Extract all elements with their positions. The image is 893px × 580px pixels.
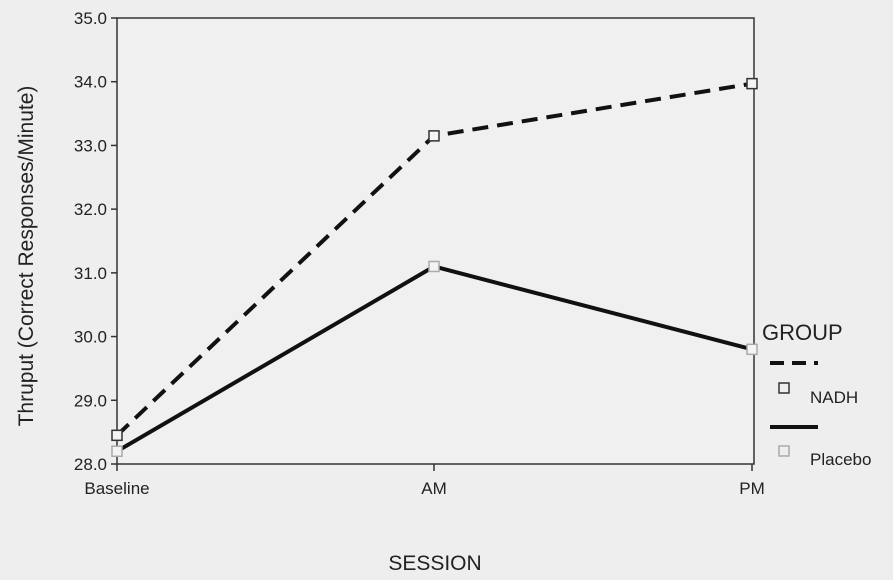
- y-tick-label: 28.0: [74, 455, 107, 474]
- x-axis-title: SESSION: [388, 552, 481, 575]
- x-tick-label: AM: [421, 479, 447, 498]
- y-axis-title: Thruput (Correct Responses/Minute): [15, 86, 38, 427]
- y-tick-label: 31.0: [74, 264, 107, 283]
- y-tick-label: 34.0: [74, 73, 107, 92]
- series-nadh-point: [428, 130, 440, 142]
- series-placebo-point: [746, 343, 758, 356]
- y-tick-label: 35.0: [74, 9, 107, 28]
- y-tick-label: 30.0: [74, 328, 107, 347]
- y-axis: 28.0 29.0 30.0 31.0 32.0 33.0 34.0 35.0: [74, 9, 117, 474]
- y-tick-label: 32.0: [74, 200, 107, 219]
- series-layer: [111, 77, 758, 458]
- legend-nadh-marker: [778, 382, 790, 394]
- x-tick-label: PM: [739, 479, 765, 498]
- series-nadh-point: [111, 429, 123, 442]
- legend-placebo-marker: [778, 445, 790, 457]
- y-tick-label: 29.0: [74, 391, 107, 410]
- series-nadh-point: [746, 77, 758, 90]
- series-placebo-point: [428, 260, 440, 273]
- legend-placebo-label: Placebo: [810, 450, 871, 469]
- y-tick-label: 33.0: [74, 136, 107, 155]
- legend-nadh-label: NADH: [810, 388, 858, 407]
- series-placebo-point: [111, 445, 123, 458]
- x-tick-label: Baseline: [84, 479, 149, 498]
- legend-title: GROUP: [762, 320, 843, 345]
- x-axis: Baseline AM PM: [84, 464, 765, 498]
- legend: GROUP NADH Placebo: [762, 320, 871, 469]
